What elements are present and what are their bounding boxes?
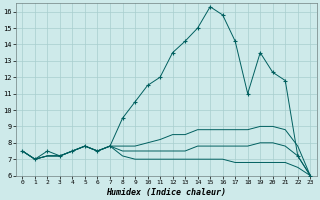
X-axis label: Humidex (Indice chaleur): Humidex (Indice chaleur) <box>106 188 226 197</box>
